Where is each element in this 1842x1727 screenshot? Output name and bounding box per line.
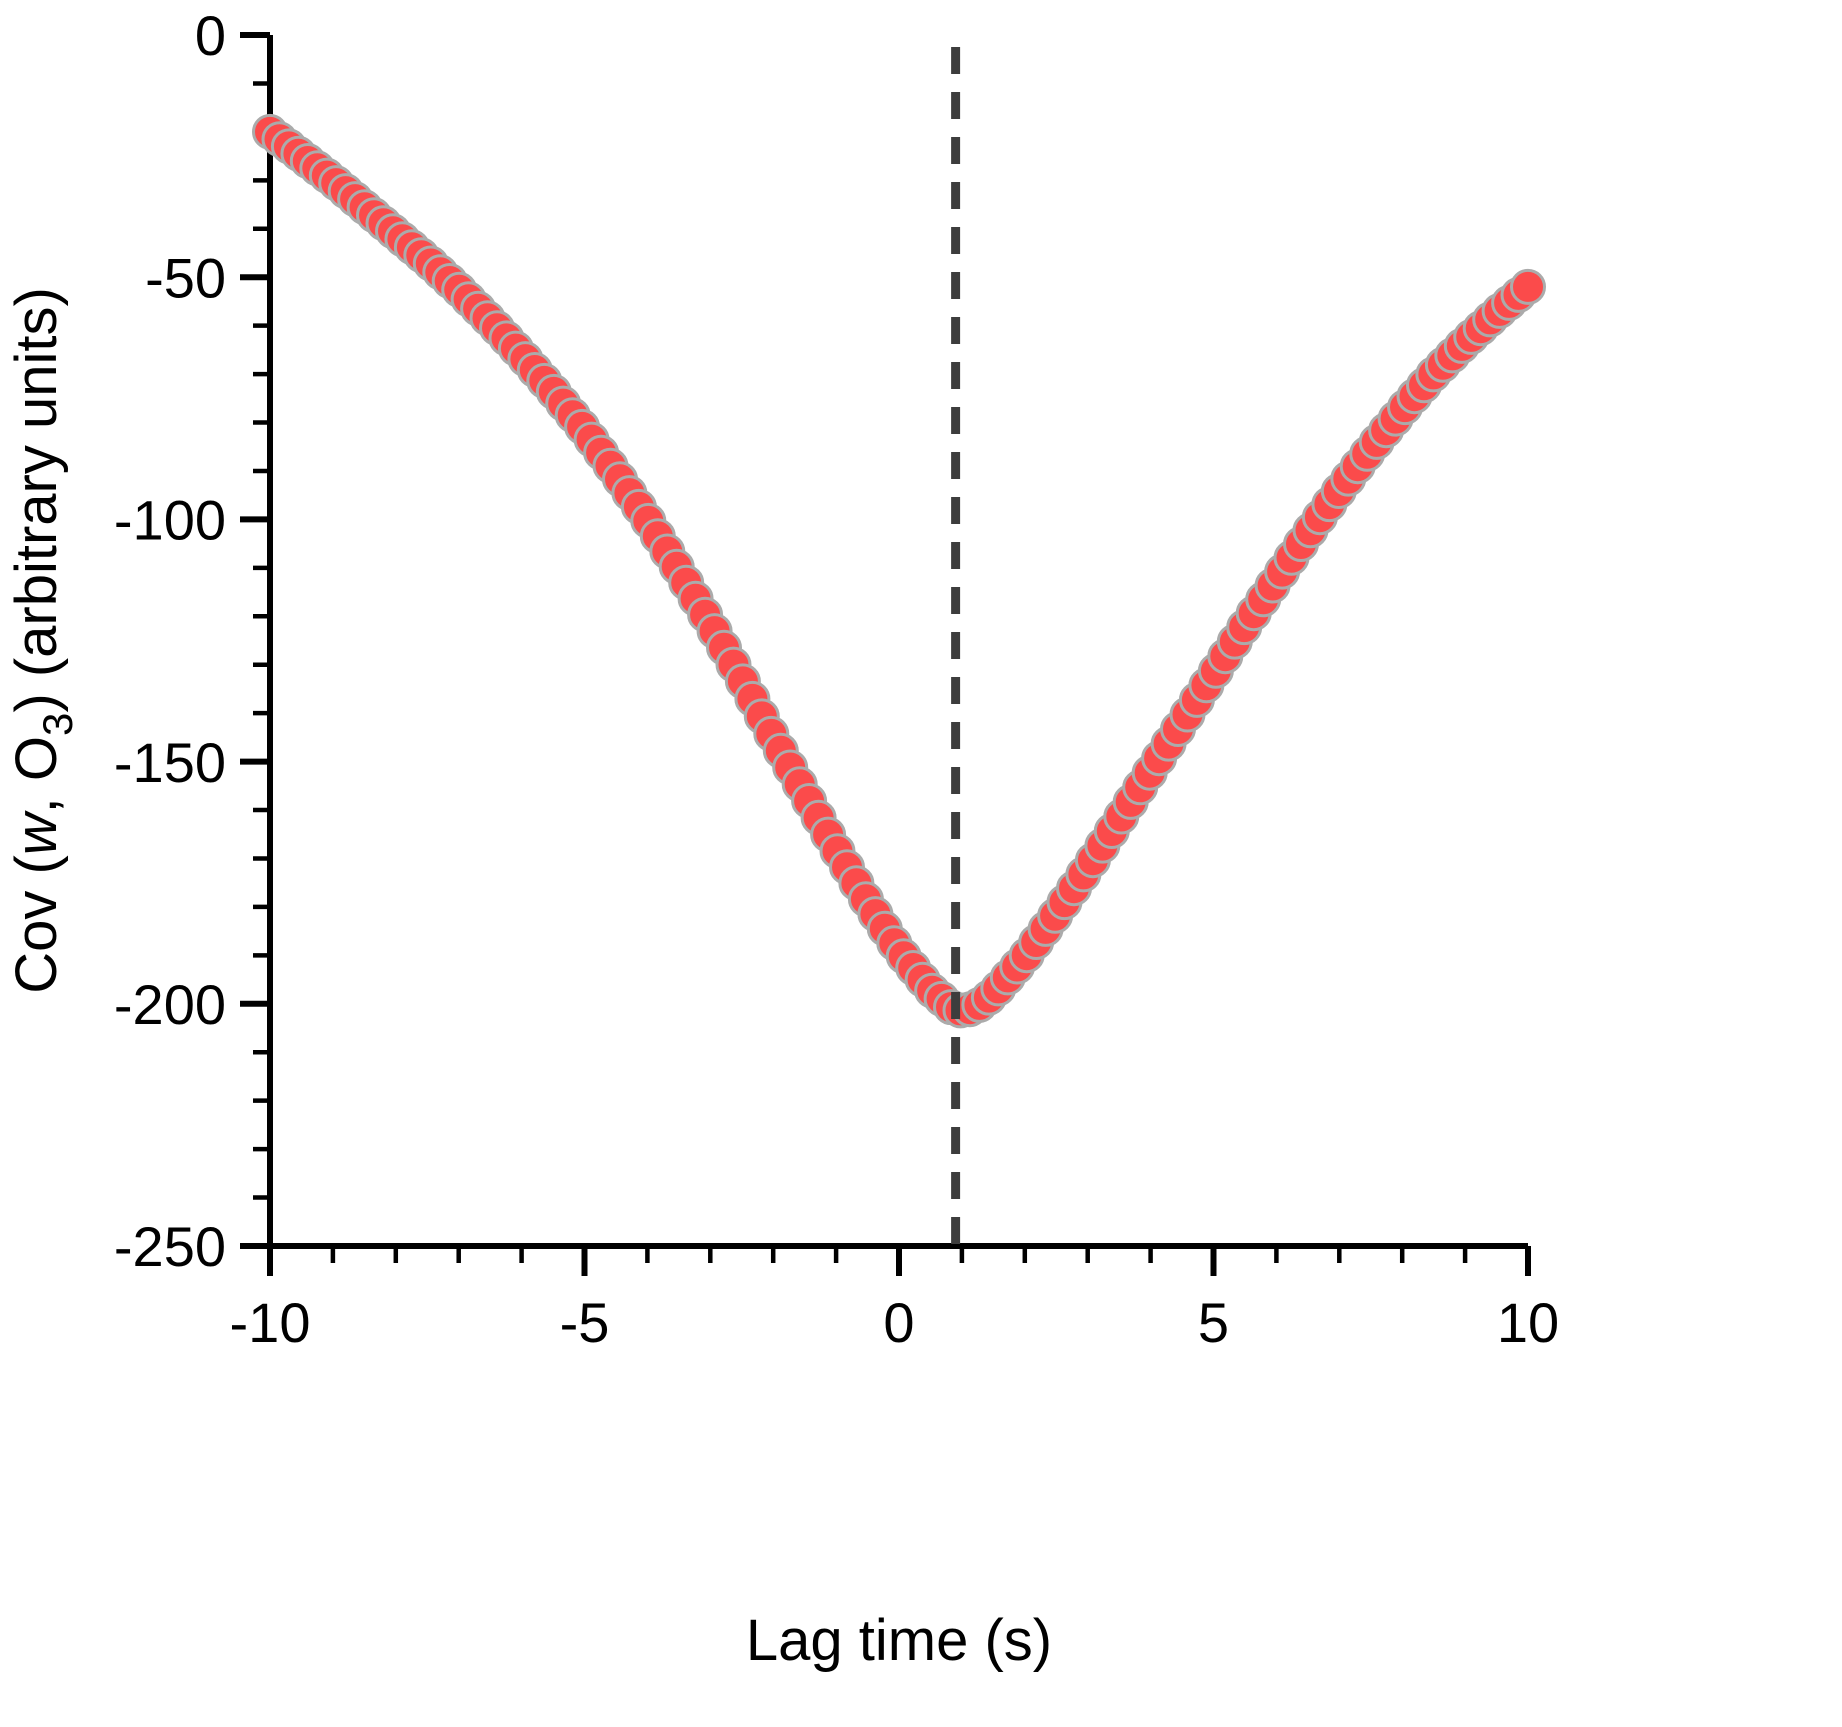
axes: -10 -5 0 5 100-50-100-150-200-250	[114, 4, 1559, 1354]
y-tick-label: -200	[114, 973, 226, 1036]
y-tick-label: -100	[114, 489, 226, 552]
y-tick-label: -150	[114, 731, 226, 794]
y-tick-label: -50	[145, 246, 226, 309]
data-point	[1510, 268, 1546, 305]
x-tick-label: 5	[1198, 1291, 1229, 1354]
x-axis-title: Lag time (s)	[746, 1608, 1052, 1673]
x-tick-label: -5	[560, 1291, 610, 1354]
x-tick-label: 0	[883, 1291, 914, 1354]
x-tick-label: -10	[230, 1291, 311, 1354]
y-tick-label: -250	[114, 1215, 226, 1278]
data-series	[252, 113, 1546, 1029]
y-tick-label: 0	[195, 4, 226, 67]
x-tick-label: 10	[1497, 1291, 1559, 1354]
y-axis-title: Cov (w, O3) (arbitrary units)	[4, 287, 81, 994]
